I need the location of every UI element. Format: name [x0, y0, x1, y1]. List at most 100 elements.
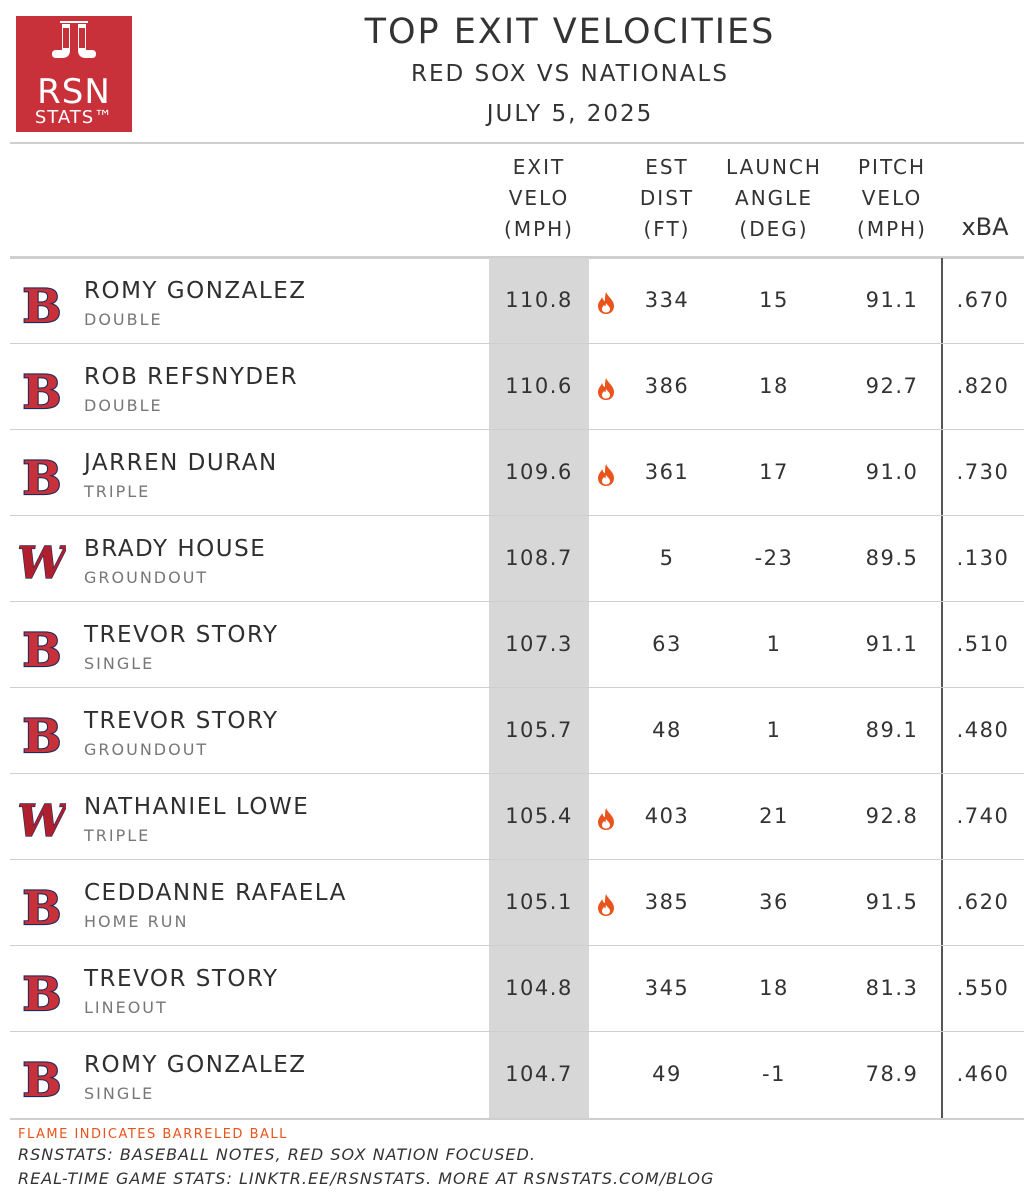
xba-value: .740 — [956, 804, 1010, 828]
red-sox-b-icon: B — [21, 624, 62, 672]
header-launch-angle: LAUNCH ANGLE (DEG) — [726, 155, 822, 241]
game-date: JULY 5, 2025 — [486, 101, 654, 127]
row-divider — [10, 859, 1024, 860]
row-divider — [10, 773, 1024, 774]
pitch-velo-value: 89.5 — [865, 546, 919, 570]
est-dist-value: 385 — [644, 890, 690, 914]
xba-value: .620 — [956, 890, 1010, 914]
svg-text:B: B — [23, 968, 62, 1016]
play-result: GROUNDOUT — [84, 568, 209, 587]
launch-angle-value: 21 — [759, 804, 789, 828]
exit-velo-value: 104.7 — [505, 1062, 573, 1086]
table-row: B TREVOR STORY LINEOUT 104.8 345 18 81.3 .550 — [10, 948, 1024, 1034]
player-name: ROMY GONZALEZ — [84, 278, 307, 304]
flame-icon — [598, 894, 614, 916]
red-sox-b-icon: B — [21, 882, 62, 930]
xba-value: .510 — [956, 632, 1010, 656]
xba-value: .820 — [956, 374, 1010, 398]
est-dist-value: 5 — [659, 546, 675, 570]
page-title: TOP EXIT VELOCITIES — [364, 12, 776, 52]
est-dist-value: 48 — [652, 718, 682, 742]
header-top-divider — [10, 142, 1024, 144]
est-dist-value: 403 — [644, 804, 690, 828]
pitch-velo-value: 92.8 — [865, 804, 919, 828]
est-dist-value: 63 — [652, 632, 682, 656]
row-divider — [10, 515, 1024, 516]
est-dist-value: 345 — [644, 976, 690, 1000]
play-result: SINGLE — [84, 654, 155, 673]
table-row: B TREVOR STORY SINGLE 107.3 63 1 91.1 .510 — [10, 604, 1024, 690]
table-row: B TREVOR STORY GROUNDOUT 105.7 48 1 89.1 .480 — [10, 690, 1024, 776]
svg-text:W: W — [18, 538, 66, 586]
est-dist-value: 361 — [644, 460, 690, 484]
logo-stats-text: STATS™ — [34, 107, 114, 128]
exit-velo-column-band — [489, 258, 589, 1119]
svg-text:B: B — [23, 280, 62, 328]
svg-text:B: B — [23, 710, 62, 758]
play-result: DOUBLE — [84, 396, 163, 415]
flame-icon — [598, 378, 614, 400]
header-exit-velo: EXIT VELO (MPH) — [504, 155, 574, 241]
launch-angle-value: -1 — [762, 1062, 786, 1086]
play-result: GROUNDOUT — [84, 740, 209, 759]
svg-text:B: B — [23, 624, 62, 672]
play-result: SINGLE — [84, 1084, 155, 1103]
header-pitch-velo: PITCH VELO (MPH) — [857, 155, 927, 241]
row-divider — [10, 945, 1024, 946]
logo-rsn-text: RSN — [37, 72, 111, 112]
play-result: TRIPLE — [84, 826, 151, 845]
footer-tagline: RSNSTATS: BASEBALL NOTES, RED SOX NATION… — [18, 1145, 536, 1164]
xba-column-separator — [941, 258, 943, 1119]
exit-velo-value: 107.3 — [505, 632, 573, 656]
launch-angle-value: 17 — [759, 460, 789, 484]
svg-text:W: W — [18, 796, 66, 844]
xba-value: .670 — [956, 288, 1010, 312]
red-sox-b-icon: B — [21, 280, 62, 328]
page-subtitle: RED SOX VS NATIONALS — [411, 61, 729, 87]
row-divider — [10, 429, 1024, 430]
table-row: B ROB REFSNYDER DOUBLE 110.6 386 18 92.7 .820 — [10, 346, 1024, 432]
player-name: TREVOR STORY — [84, 966, 279, 992]
pitch-velo-value: 91.5 — [865, 890, 919, 914]
pitch-velo-value: 89.1 — [865, 718, 919, 742]
exit-velo-value: 109.6 — [505, 460, 573, 484]
table-row: W BRADY HOUSE GROUNDOUT 108.7 5 -23 89.5 .130 — [10, 518, 1024, 604]
pitch-velo-value: 92.7 — [865, 374, 919, 398]
launch-angle-value: 18 — [759, 976, 789, 1000]
table-row: B ROMY GONZALEZ DOUBLE 110.8 334 15 91.1 .670 — [10, 260, 1024, 346]
flame-legend: FLAME INDICATES BARRELED BALL — [18, 1127, 288, 1142]
play-result: DOUBLE — [84, 310, 163, 329]
player-name: CEDDANNE RAFAELA — [84, 880, 347, 906]
exit-velo-value: 104.8 — [505, 976, 573, 1000]
exit-velo-value: 110.8 — [505, 288, 573, 312]
player-name: NATHANIEL LOWE — [84, 794, 310, 820]
red-sox-b-icon: B — [21, 452, 62, 500]
launch-angle-value: 36 — [759, 890, 789, 914]
table-row: W NATHANIEL LOWE TRIPLE 105.4 403 21 92.8 .740 — [10, 776, 1024, 862]
svg-text:B: B — [23, 1054, 62, 1102]
launch-angle-value: 1 — [766, 632, 782, 656]
est-dist-value: 49 — [652, 1062, 682, 1086]
pitch-velo-value: 91.1 — [865, 288, 919, 312]
table-row: B ROMY GONZALEZ SINGLE 104.7 49 -1 78.9 .460 — [10, 1034, 1024, 1120]
launch-angle-value: 15 — [759, 288, 789, 312]
svg-text:B: B — [23, 882, 62, 930]
xba-value: .130 — [956, 546, 1010, 570]
player-name: JARREN DURAN — [84, 450, 278, 476]
pitch-velo-value: 91.1 — [865, 632, 919, 656]
play-result: LINEOUT — [84, 998, 168, 1017]
red-sox-b-icon: B — [21, 366, 62, 414]
row-divider — [10, 1031, 1024, 1032]
footer-links: REAL-TIME GAME STATS: LINKTR.EE/RSNSTATS… — [18, 1169, 715, 1188]
play-result: TRIPLE — [84, 482, 151, 501]
est-dist-value: 334 — [644, 288, 690, 312]
row-divider — [10, 343, 1024, 344]
svg-text:B: B — [23, 366, 62, 414]
exit-velo-value: 105.1 — [505, 890, 573, 914]
exit-velo-value: 110.6 — [505, 374, 573, 398]
table-row: B CEDDANNE RAFAELA HOME RUN 105.1 385 36 91.5.… — [10, 862, 1024, 948]
flame-icon — [598, 464, 614, 486]
flame-icon — [598, 292, 614, 314]
header-xba: xBA — [961, 213, 1009, 241]
flame-icon — [598, 808, 614, 830]
